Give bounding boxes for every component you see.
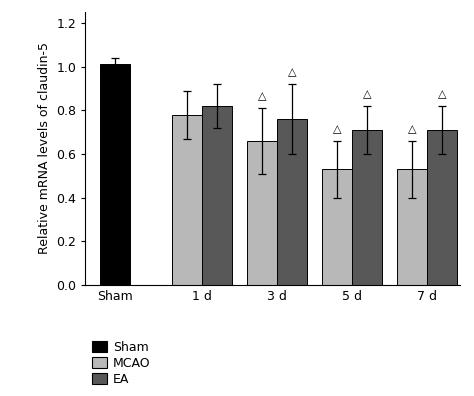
- Bar: [100, 64, 130, 285]
- Bar: [397, 169, 427, 285]
- Bar: [427, 130, 457, 285]
- Legend: Sham, MCAO, EA: Sham, MCAO, EA: [91, 341, 150, 386]
- Bar: [352, 130, 382, 285]
- Bar: [247, 141, 277, 285]
- Bar: [173, 114, 202, 285]
- Text: △: △: [408, 124, 416, 134]
- Text: △: △: [258, 91, 266, 101]
- Text: △: △: [288, 67, 296, 78]
- Bar: [322, 169, 352, 285]
- Y-axis label: Relative mRNA levels of claudin-5: Relative mRNA levels of claudin-5: [38, 42, 51, 255]
- Bar: [202, 106, 232, 285]
- Text: △: △: [333, 124, 341, 134]
- Bar: [277, 119, 307, 285]
- Text: △: △: [438, 89, 446, 99]
- Text: △: △: [363, 89, 371, 99]
